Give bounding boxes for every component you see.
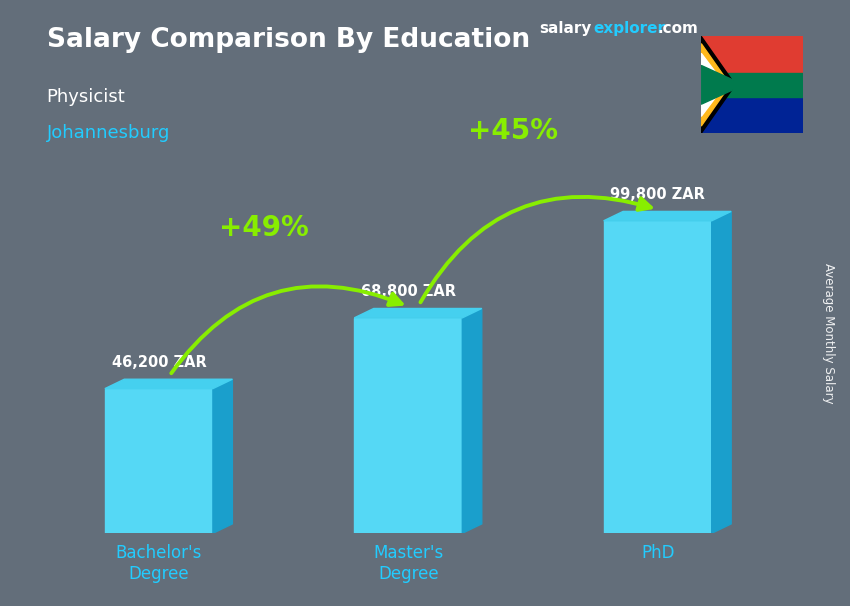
Bar — [701, 36, 803, 85]
Text: Average Monthly Salary: Average Monthly Salary — [822, 263, 836, 404]
Text: +49%: +49% — [218, 214, 309, 242]
Polygon shape — [105, 379, 232, 388]
Text: salary: salary — [540, 21, 592, 36]
Text: 99,800 ZAR: 99,800 ZAR — [610, 187, 706, 202]
Polygon shape — [354, 308, 482, 318]
Polygon shape — [701, 36, 735, 133]
Text: 68,800 ZAR: 68,800 ZAR — [360, 284, 456, 299]
Text: Physicist: Physicist — [47, 88, 126, 106]
Text: explorer: explorer — [593, 21, 666, 36]
Text: Johannesburg: Johannesburg — [47, 124, 170, 142]
Polygon shape — [105, 388, 212, 533]
Text: +45%: +45% — [468, 116, 558, 145]
Polygon shape — [701, 65, 744, 104]
Polygon shape — [711, 211, 731, 533]
Polygon shape — [701, 44, 730, 126]
Polygon shape — [462, 308, 482, 533]
Polygon shape — [604, 211, 731, 221]
Bar — [701, 73, 803, 97]
Text: 46,200 ZAR: 46,200 ZAR — [111, 355, 207, 370]
Text: .com: .com — [657, 21, 698, 36]
Polygon shape — [604, 221, 711, 533]
Text: Salary Comparison By Education: Salary Comparison By Education — [47, 27, 530, 53]
Bar — [701, 85, 803, 133]
Polygon shape — [354, 318, 462, 533]
Polygon shape — [701, 53, 725, 116]
Polygon shape — [212, 379, 232, 533]
